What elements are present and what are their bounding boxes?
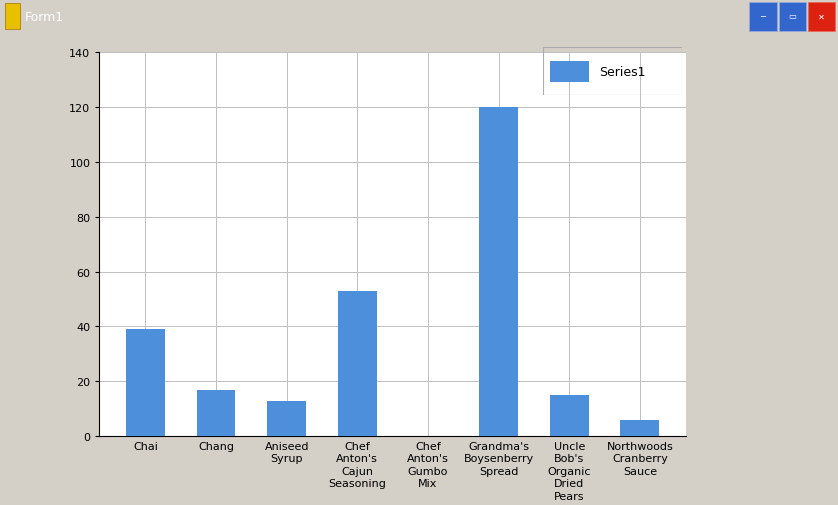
Text: Series1: Series1 xyxy=(598,66,645,78)
Bar xyxy=(551,62,589,82)
Bar xyxy=(479,108,518,436)
Bar xyxy=(5,4,20,30)
Bar xyxy=(550,395,588,436)
Bar xyxy=(808,3,835,32)
Text: ─: ─ xyxy=(761,11,765,20)
Bar xyxy=(749,3,777,32)
Text: ▭: ▭ xyxy=(789,13,796,22)
Text: Form1: Form1 xyxy=(25,11,65,24)
Bar xyxy=(779,3,806,32)
Bar xyxy=(197,390,235,436)
Bar xyxy=(126,330,165,436)
Bar xyxy=(338,291,377,436)
Text: ✕: ✕ xyxy=(818,13,825,22)
Bar xyxy=(620,420,660,436)
Bar xyxy=(267,401,306,436)
